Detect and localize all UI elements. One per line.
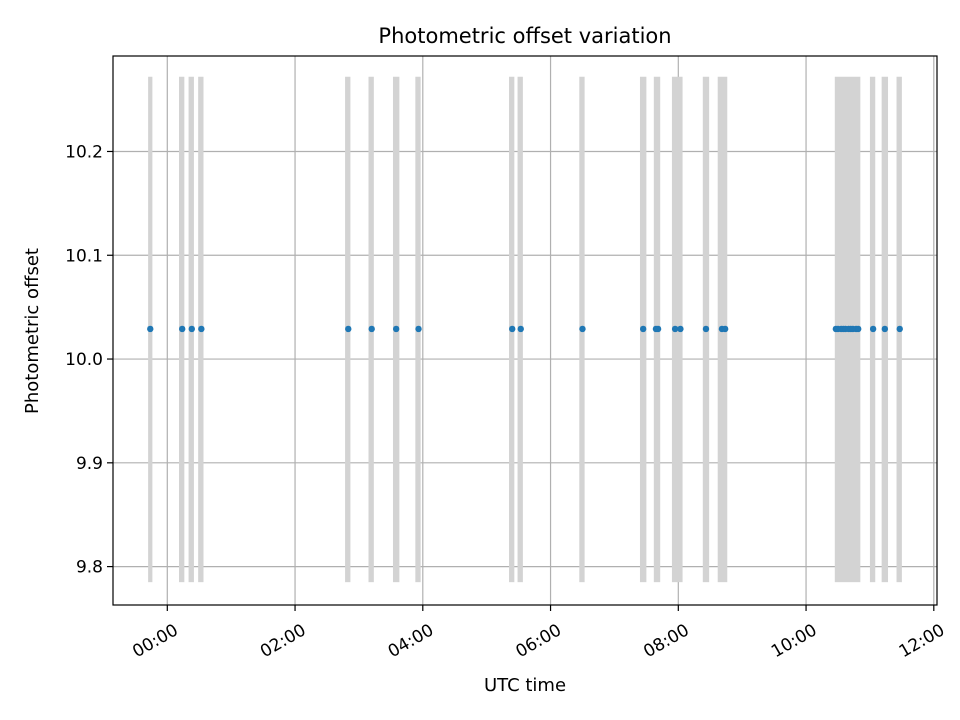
data-point (855, 325, 862, 333)
data-point (188, 325, 195, 333)
y-tick-label: 10.1 (65, 246, 103, 266)
x-axis-ticks: 00:00 02:00 04:00 06:00 08:00 10:00 12:00 (129, 605, 948, 662)
y-axis-ticks: 9.8 9.9 10.0 10.1 10.2 (65, 142, 113, 578)
x-tick-label: 12:00 (896, 620, 948, 662)
data-point (415, 325, 422, 333)
y-tick-label: 9.9 (76, 454, 103, 474)
data-point (721, 325, 729, 333)
data-point (368, 325, 375, 333)
data-point (579, 325, 586, 333)
data-point (509, 325, 516, 333)
exposure-spans (148, 76, 902, 583)
data-point (147, 325, 154, 333)
data-point (654, 325, 662, 333)
data-point (677, 325, 684, 333)
data-point (869, 325, 877, 333)
y-tick-label: 9.8 (76, 558, 103, 578)
x-tick-label: 08:00 (640, 620, 692, 662)
plot-frame (112, 55, 938, 606)
grid (113, 56, 937, 605)
x-tick-label: 00:00 (129, 620, 181, 662)
x-axis-label: UTC time (484, 675, 566, 696)
x-tick-label: 02:00 (257, 620, 309, 662)
data-point (639, 325, 647, 333)
data-point (392, 325, 400, 333)
chart-title: Photometric offset variation (378, 24, 671, 48)
data-point (198, 325, 205, 333)
data-point (881, 325, 889, 333)
x-tick-label: 10:00 (768, 620, 820, 662)
y-tick-label: 10.0 (65, 350, 103, 370)
data-point (702, 325, 710, 333)
y-tick-label: 10.2 (65, 142, 103, 162)
data-point (896, 325, 903, 333)
x-tick-label: 04:00 (385, 620, 437, 662)
data-point (345, 325, 352, 333)
x-tick-label: 06:00 (513, 620, 565, 662)
data-point (671, 325, 679, 333)
data-point (178, 325, 186, 333)
data-points (147, 325, 903, 333)
data-point (517, 325, 524, 333)
y-axis-label: Photometric offset (22, 248, 43, 414)
